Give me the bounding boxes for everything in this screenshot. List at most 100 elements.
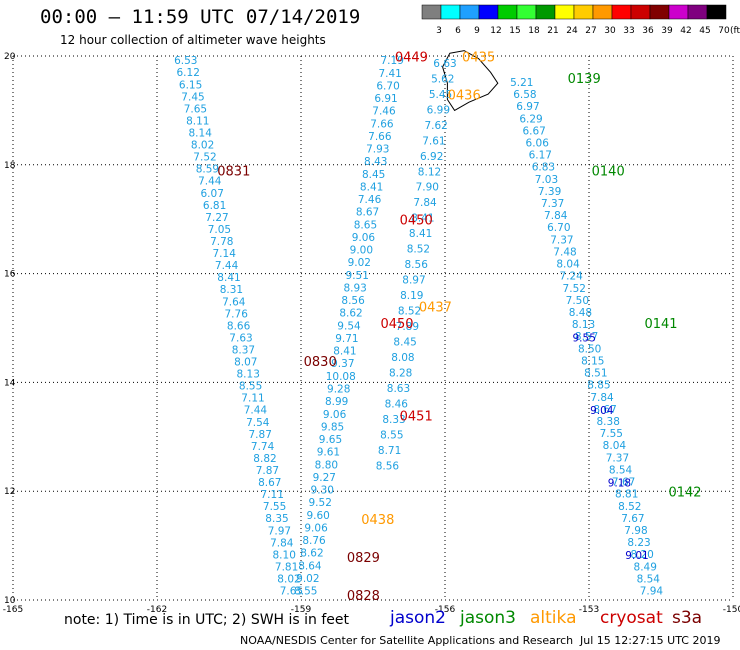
swh-value: 7.45 (181, 91, 204, 103)
swh-value: 8.85 (587, 380, 610, 392)
swh-value: 8.07 (234, 357, 257, 369)
swh-value: 8.48 (569, 307, 592, 319)
swh-value: 8.52 (618, 501, 641, 513)
lat-tick-label: 16 (4, 270, 16, 280)
swh-value: 7.27 (205, 212, 228, 224)
swh-value: 7.44 (215, 260, 239, 272)
swh-value: 8.43 (364, 156, 387, 168)
legend-altika: altika (530, 608, 577, 628)
swh-value: 6.97 (516, 101, 539, 113)
swh-value: 7.89 (396, 321, 419, 333)
pass-label: 0451 (400, 409, 433, 424)
swh-value: 8.67 (593, 404, 616, 416)
swh-value: 8.67 (258, 477, 281, 489)
swh-value: 7.46 (358, 194, 382, 206)
lat-tick-label: 10 (4, 596, 16, 606)
colorbar-label: 36 (642, 26, 654, 36)
swh-value: 7.78 (210, 236, 233, 248)
lat-tick-label: 14 (4, 378, 16, 388)
pass-label: 0139 (568, 72, 601, 87)
swh-value: 7.66 (370, 118, 394, 130)
swh-value: 8.20 (630, 549, 653, 561)
legend-s3a: s3a (672, 608, 703, 628)
swh-value: 7.66 (368, 131, 392, 143)
lon-tick-label: -156 (435, 605, 456, 615)
swh-value: 8.67 (356, 207, 379, 219)
swh-value: 6.12 (177, 67, 200, 79)
swh-value: 7.24 (559, 271, 583, 283)
swh-value: 7.84 (413, 197, 437, 209)
swh-value: 8.81 (615, 489, 638, 501)
colorbar-label: 12 (490, 26, 501, 36)
swh-value: 8.52 (398, 306, 421, 318)
swh-value: 7.62 (424, 120, 447, 132)
swh-value: 7.93 (366, 144, 389, 156)
swh-value: 8.28 (389, 368, 412, 380)
colorbar-label: 15 (509, 26, 520, 36)
map-title: 00:00 – 11:59 UTC 07/14/2019 (40, 6, 361, 28)
swh-value: 8.57 (575, 331, 598, 343)
swh-value: 9.85 (321, 421, 344, 433)
swh-value: 9.65 (319, 434, 342, 446)
swh-value: 9.71 (335, 333, 358, 345)
swh-value: 9.61 (317, 447, 340, 459)
swh-value: 7.67 (612, 477, 635, 489)
swh-value: 9.01 (625, 550, 648, 562)
swh-value: 8.41 (333, 346, 356, 358)
swh-value: 8.45 (362, 169, 385, 181)
colorbar-label: 27 (585, 26, 596, 36)
hawaii-island-outline (442, 50, 499, 112)
colorbar-label: 39 (661, 26, 673, 36)
swh-value: 6.67 (522, 125, 545, 137)
lon-tick-label: -162 (147, 605, 167, 615)
swh-value: 7.44 (244, 405, 268, 417)
swh-value: 7.63 (229, 332, 252, 344)
swh-value: 6.70 (376, 80, 399, 92)
swh-value: 8.02 (191, 140, 214, 152)
pass-label: 0141 (644, 317, 677, 332)
swh-value: 8.10 (273, 549, 296, 561)
swh-value: 8.76 (302, 535, 326, 547)
pass-label: 0831 (217, 165, 250, 180)
swh-value: 8.19 (400, 290, 423, 302)
pass-label: 0450 (400, 214, 433, 229)
swh-value: 8.64 (298, 560, 322, 572)
swh-value: 8.04 (556, 259, 580, 271)
colorbar-unit: (ft) (730, 26, 740, 36)
swh-value: 7.46 (372, 106, 396, 118)
swh-value: 7.14 (213, 248, 237, 260)
swh-value: 7.94 (640, 586, 664, 598)
swh-value: 6.06 (526, 137, 550, 149)
pass-label: 0828 (347, 589, 380, 604)
swh-value: 7.54 (246, 417, 270, 429)
swh-value: 8.59 (196, 164, 219, 176)
swh-value: 6.70 (547, 222, 570, 234)
swh-value: 10.08 (326, 371, 356, 383)
swh-value: 7.90 (416, 182, 439, 194)
swh-value: 7.81 (275, 561, 298, 573)
swh-value: 8.41 (217, 272, 240, 284)
swh-value: 8.50 (578, 343, 601, 355)
swh-value: 6.15 (179, 79, 202, 91)
swh-value: 8.56 (376, 460, 400, 472)
footer-note: note: 1) Time is in UTC; 2) SWH is in fe… (64, 612, 350, 628)
swh-value: 9.37 (331, 358, 354, 370)
swh-value: 8.38 (597, 416, 620, 428)
lat-tick-label: 12 (4, 487, 15, 497)
swh-value: 7.84 (590, 392, 614, 404)
swh-value: 6.83 (532, 162, 555, 174)
lat-tick-label: 18 (4, 161, 16, 171)
swh-value: 9.06 (323, 409, 347, 421)
swh-value: 7.84 (544, 210, 568, 222)
swh-value: 5.62 (431, 73, 454, 85)
swh-value: 9.18 (608, 478, 631, 490)
swh-value: 9.02 (348, 257, 371, 269)
pass-label: 0435 (462, 50, 495, 65)
pass-label: 0438 (361, 513, 394, 528)
swh-value: 9.55 (573, 333, 596, 345)
swh-value: 8.56 (341, 295, 365, 307)
swh-value: 7.48 (553, 246, 576, 258)
swh-value: 8.54 (637, 573, 661, 585)
swh-value: 8.41 (409, 228, 432, 240)
